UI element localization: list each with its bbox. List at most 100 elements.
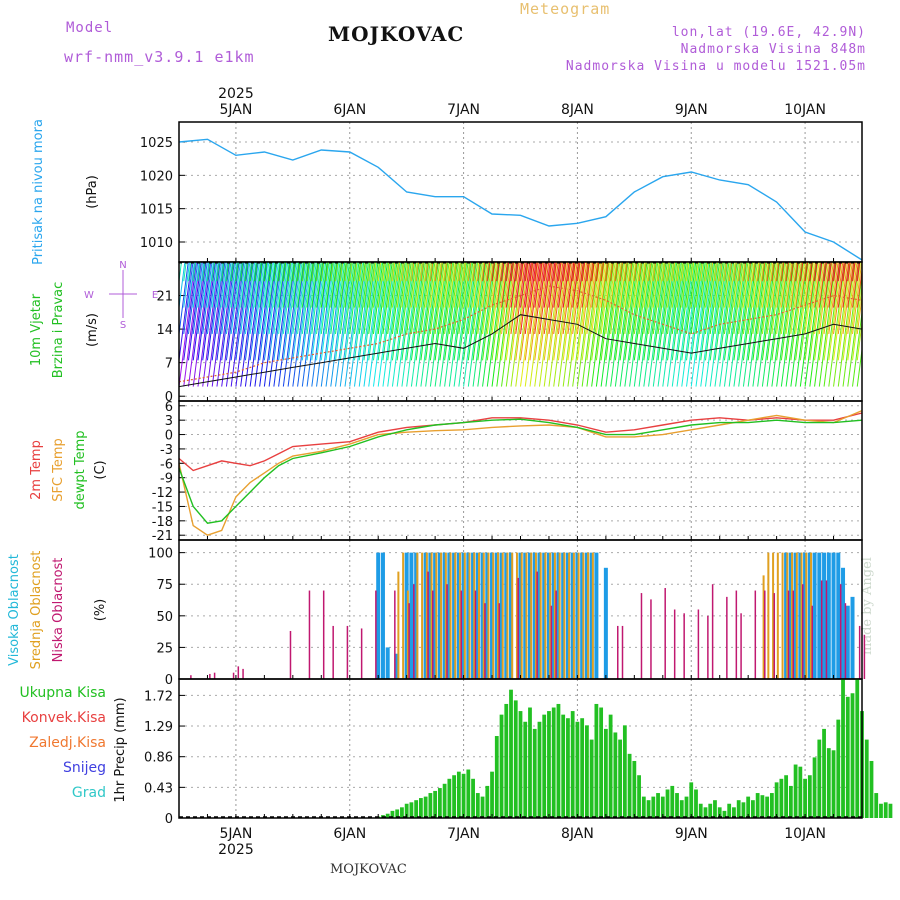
- wind-barb: [629, 262, 643, 361]
- precip-bar: [461, 773, 466, 818]
- precip-bar: [585, 725, 589, 818]
- wind-barb: [387, 262, 401, 361]
- wind-barb: [638, 262, 646, 308]
- precip-bar: [547, 711, 551, 818]
- precip-bar: [509, 689, 513, 818]
- wind-barb: [358, 262, 369, 334]
- precip-bar: [523, 721, 528, 818]
- precip-bar: [618, 739, 623, 818]
- wind-barb: [747, 262, 762, 361]
- y-tick-label: 0: [165, 429, 173, 444]
- wind-barb: [719, 262, 723, 282]
- cloud-bar-visoka-oblacnost: [850, 596, 855, 679]
- precip-bar: [746, 796, 751, 818]
- wind-barb: [344, 262, 362, 387]
- precip-bar: [807, 775, 812, 818]
- wind-barb: [861, 329, 862, 334]
- wind-barb: [249, 262, 254, 282]
- wind-barb: [311, 262, 319, 308]
- wind-barb: [799, 262, 814, 361]
- wind-barb: [856, 262, 861, 282]
- compass-w: W: [84, 290, 94, 301]
- wind-barb: [828, 262, 832, 282]
- precip-bar: [784, 775, 789, 818]
- series-line-udari: [179, 285, 862, 383]
- precip-bar: [632, 760, 637, 818]
- wind-barb: [382, 262, 386, 282]
- wind-barb: [595, 262, 603, 308]
- wind-barb: [538, 262, 546, 308]
- precip-bar: [608, 714, 613, 818]
- cloud-bar-visoka-oblacnost: [414, 552, 419, 679]
- wind-barb: [335, 262, 349, 361]
- cloud-bar-niska-oblacnost: [707, 615, 709, 679]
- wind-barb: [671, 262, 689, 387]
- wind-barb: [287, 262, 292, 282]
- wind-barb: [282, 262, 290, 308]
- y-tick-label: -3: [160, 443, 173, 458]
- series-line-pritisak-na-nivou-mora: [178, 138, 863, 261]
- wind-barb: [244, 262, 259, 361]
- wind-barb: [472, 262, 487, 361]
- wind-barb: [515, 262, 526, 334]
- wind-barb: [453, 262, 471, 387]
- cloud-bar-visoka-oblacnost: [580, 552, 585, 679]
- wind-barb: [662, 262, 673, 334]
- cloud-bar-visoka-oblacnost: [485, 552, 490, 679]
- wind-barb: [268, 262, 276, 308]
- wind-barb: [202, 262, 213, 334]
- wind-barb: [652, 262, 670, 387]
- cloud-bar-srednja-oblacnost: [397, 571, 400, 679]
- wind-barb: [448, 262, 466, 387]
- wind-barb: [553, 262, 571, 387]
- y-tick-label: -15: [152, 500, 173, 515]
- precip-bar: [850, 693, 855, 818]
- wind-barb: [325, 262, 330, 282]
- wind-barb: [505, 262, 523, 387]
- wind-barb: [742, 262, 750, 308]
- wind-barb: [728, 262, 736, 308]
- wind-barb: [221, 262, 235, 361]
- wind-barb: [681, 262, 692, 334]
- cloud-bar-niska-oblacnost: [844, 603, 847, 679]
- wind-barb: [349, 262, 363, 361]
- wind-barb: [833, 262, 847, 361]
- wind-barb: [847, 272, 862, 387]
- precip-bar: [390, 810, 395, 818]
- wind-barb: [235, 262, 253, 387]
- wind-barb: [387, 262, 395, 308]
- wind-barb: [809, 262, 827, 387]
- wind-barb: [448, 262, 453, 282]
- wind-barb: [259, 262, 266, 308]
- wind-barb: [605, 262, 613, 308]
- precip-bar: [395, 809, 400, 818]
- wind-barb: [633, 262, 645, 334]
- x-tick-label-bottom: 10JAN: [784, 826, 826, 842]
- wind-barb: [667, 262, 681, 361]
- precip-bar: [566, 718, 570, 818]
- y-tick-label: 1020: [140, 169, 173, 184]
- wind-barb: [406, 262, 420, 361]
- cloud-bar-niska-oblacnost: [858, 625, 861, 679]
- wind-barb: [543, 262, 551, 308]
- wind-barb: [809, 262, 817, 308]
- y-tick-label: 1025: [140, 136, 173, 151]
- wind-barb: [501, 262, 515, 361]
- wind-barb: [179, 262, 186, 308]
- precip-bar: [836, 719, 841, 818]
- y-tick-label: 6: [165, 400, 173, 415]
- wind-barb: [311, 262, 325, 361]
- wind-barb: [804, 262, 822, 387]
- precip-bar: [575, 721, 580, 818]
- wind-barb: [344, 262, 359, 361]
- wind-barb: [301, 262, 313, 334]
- wind-barb: [638, 262, 653, 361]
- x-tick-label-bottom: 5JAN: [219, 826, 252, 842]
- wind-barb: [605, 262, 620, 361]
- wind-barb: [638, 262, 643, 282]
- cloud-bar-visoka-oblacnost: [542, 552, 547, 679]
- wind-barb: [780, 262, 788, 308]
- wind-barb: [567, 262, 575, 308]
- wind-barb: [719, 262, 730, 334]
- wind-barb: [183, 262, 197, 361]
